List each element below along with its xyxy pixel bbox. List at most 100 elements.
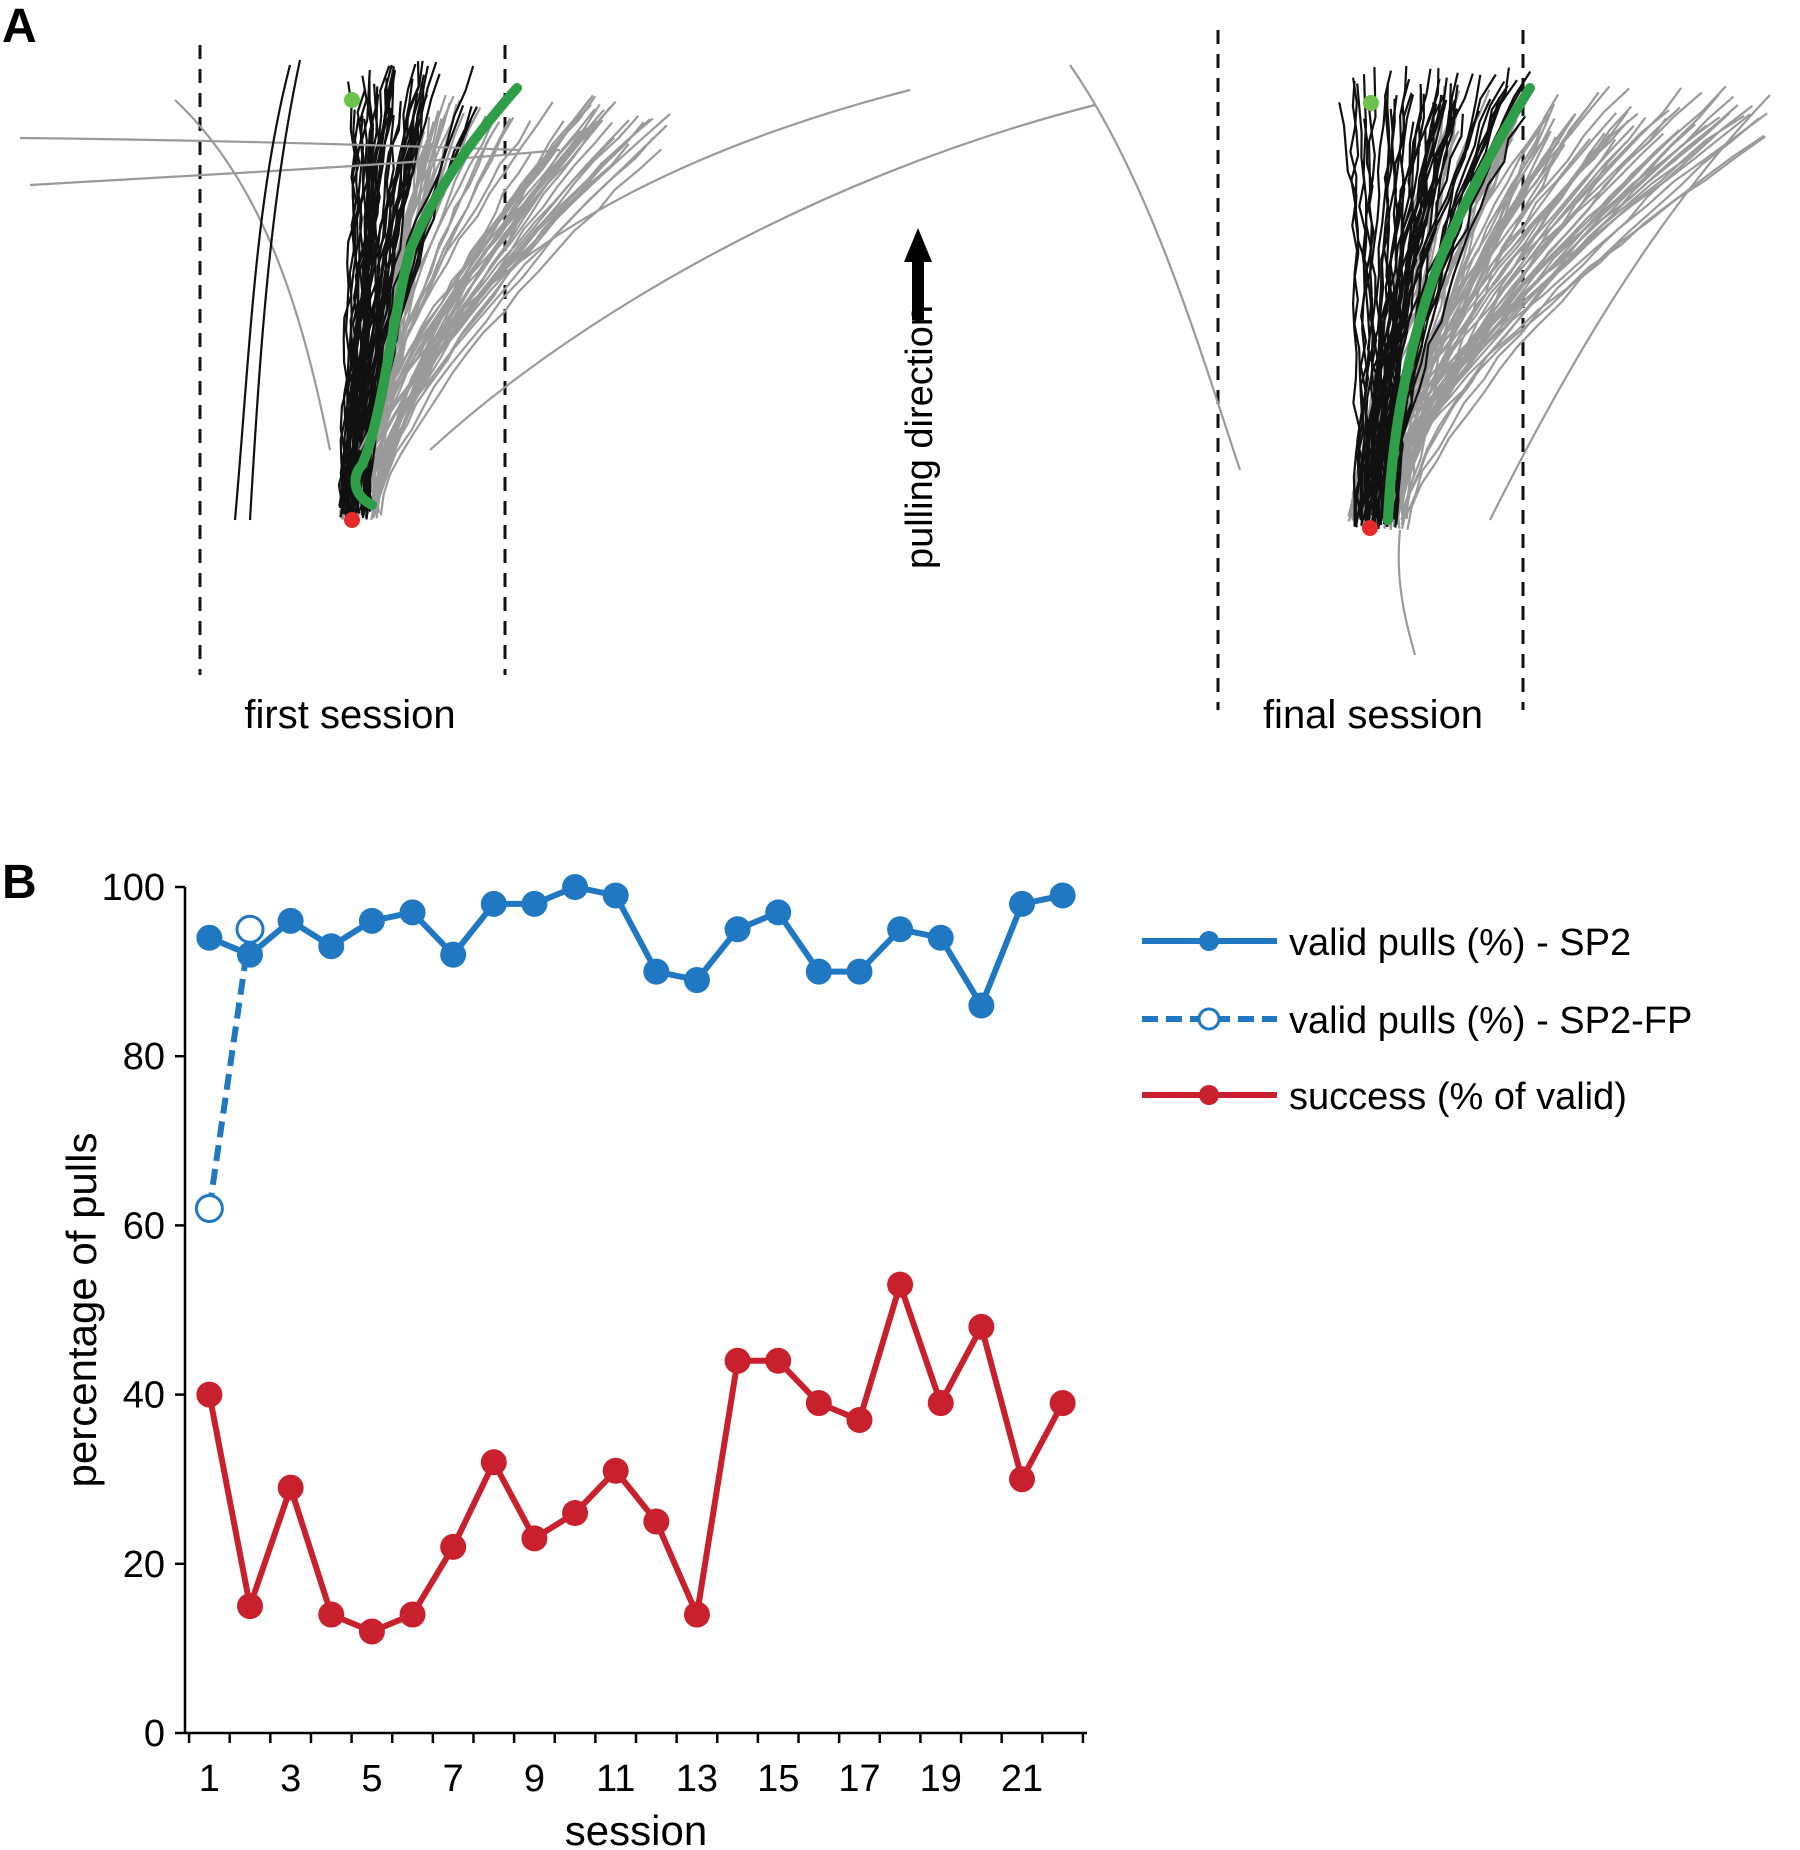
final-session-black-trajectory [1364,110,1481,522]
final-session-gray-trajectory [1405,93,1560,519]
x-tick-label: 17 [838,1758,880,1800]
x-tick-label: 1 [199,1758,220,1800]
data-point-valid-sp2 [480,890,507,917]
y-tick-label: 40 [123,1375,165,1417]
first-session-black-trajectory [346,65,429,508]
legend-label-valid-sp2: valid pulls (%) - SP2 [1289,922,1631,964]
y-tick-label: 100 [102,867,165,909]
final-session-black-trajectory [1363,118,1384,526]
final-session-black-trajectory [1390,84,1459,518]
first-session-gray-trajectory [429,103,1096,451]
data-point-valid-sp2 [1008,890,1035,917]
legend-item-valid-sp2-fp: valid pulls (%) - SP2-FP [1142,1000,1692,1042]
data-point-valid-sp2-fp [235,914,265,944]
data-point-success [562,1500,589,1527]
data-point-valid-sp2 [562,874,589,900]
data-point-success [237,1593,264,1620]
final-session-black-trajectory [1374,94,1445,522]
y-tick-label: 80 [123,1036,165,1078]
data-point-valid-sp2 [927,924,954,951]
y-tick-label: 20 [123,1544,165,1586]
x-tick-label: 15 [757,1758,799,1800]
data-point-success [358,1618,385,1645]
data-point-success [927,1390,954,1417]
data-point-success [683,1601,710,1628]
first-session-black-trajectory [248,59,302,521]
x-axis-label: session [565,1807,707,1850]
first-session-black-trajectory [344,84,425,507]
x-tick-label: 5 [361,1758,382,1800]
first-session-gray-trajectory [174,99,332,451]
data-point-valid-sp2 [887,916,914,943]
chart-series [194,874,1076,1645]
x-tick-label: 9 [524,1758,545,1800]
first-session-gray-trajectory [29,148,561,187]
data-point-valid-sp2 [196,924,223,951]
legend-item-valid-sp2: valid pulls (%) - SP2 [1142,922,1631,964]
data-point-success [1008,1466,1035,1493]
final-session-gray-trajectory [1395,143,1566,518]
data-point-valid-sp2 [318,933,345,960]
final-session-black-trajectory [1367,108,1381,525]
data-point-valid-sp2 [724,916,751,943]
first-session-target-point [344,92,360,108]
legend-label-success: success (% of valid) [1289,1076,1627,1118]
data-point-valid-sp2 [765,899,792,926]
data-point-valid-sp2 [399,899,426,926]
series-line-success [206,1281,1066,1635]
data-point-success [277,1474,304,1501]
legend-marker-valid-sp2-fp [1197,1007,1221,1031]
data-point-valid-sp2 [277,907,304,934]
x-tick-label: 11 [596,1758,635,1800]
data-point-valid-sp2 [440,941,467,968]
final-session-gray-trajectory [1489,94,1771,521]
legend-marker-success [1199,1085,1219,1105]
data-point-valid-sp2 [521,890,548,917]
x-tick-label: 21 [1001,1758,1043,1800]
x-tick-label: 19 [920,1758,962,1800]
final-session-black-trajectory [1350,81,1361,527]
first-session-black-trajectory [233,64,292,521]
data-point-valid-sp2 [1049,882,1076,909]
final-session-start-point [1362,520,1378,536]
final-session-black-trajectory [1349,77,1364,522]
first-session-mean-trajectory [350,83,522,510]
pulling-direction-arrow-icon [904,228,932,320]
pulling-direction-label: pulling direction [899,305,941,569]
series-line-valid-sp2-fp [206,928,253,1209]
first-session-black-trajectory [347,61,438,518]
final-session-mean-trajectory [1383,83,1535,525]
final-session-black-trajectory [1371,98,1396,525]
first-session-gray-trajectory [375,106,612,506]
x-tick-label: 3 [280,1758,301,1800]
data-point-valid-sp2 [358,907,385,934]
y-tick-label: 60 [123,1205,165,1247]
data-point-success [521,1525,548,1552]
legend: valid pulls (%) - SP2 valid pulls (%) - … [1142,922,1692,1118]
data-point-valid-sp2 [846,958,873,985]
data-point-valid-sp2-fp [194,1193,224,1223]
x-axis-ticks: 1 3 5 7 9 11 13 15 17 19 21 [187,1733,1085,1800]
final-session-gray-trajectory [1406,117,1760,530]
data-point-success [399,1601,426,1628]
data-point-success [765,1347,792,1374]
first-session-start-point [344,512,360,528]
data-point-valid-sp2 [683,967,710,994]
data-point-success [846,1406,873,1433]
x-tick-label: 13 [676,1758,718,1800]
data-point-success [724,1347,751,1374]
legend-label-valid-sp2-fp: valid pulls (%) - SP2-FP [1289,1000,1692,1042]
data-point-valid-sp2 [602,882,629,909]
final-session-gray-trajectory [1400,95,1735,521]
data-point-success [440,1533,467,1560]
final-session-black-trajectory [1385,115,1512,522]
panel-a-label: A [2,0,37,53]
data-point-success [480,1449,507,1476]
final-session-trajectories [1069,64,1771,656]
final-session-black-trajectory [1354,100,1387,528]
first-session-gray-trajectory [359,88,911,451]
y-axis-label: percentage of pulls [58,1133,105,1488]
data-point-success [196,1381,223,1408]
first-session-gray-trajectory [372,124,668,518]
